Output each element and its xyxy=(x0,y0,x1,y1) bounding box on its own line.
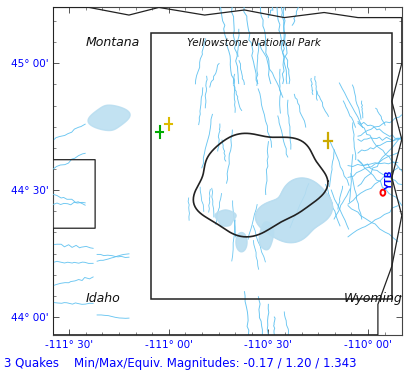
Text: Wyoming: Wyoming xyxy=(343,292,402,305)
Text: YTB: YTB xyxy=(384,171,393,190)
Polygon shape xyxy=(214,210,236,226)
Text: Yellowstone National Park: Yellowstone National Park xyxy=(187,38,321,48)
Polygon shape xyxy=(88,105,130,131)
Polygon shape xyxy=(258,222,273,250)
Polygon shape xyxy=(235,232,247,252)
Text: Idaho: Idaho xyxy=(85,292,119,305)
Text: Montana: Montana xyxy=(85,35,139,48)
Bar xyxy=(151,33,391,299)
Polygon shape xyxy=(255,178,332,243)
Text: 3 Quakes    Min/Max/Equiv. Magnitudes: -0.17 / 1.20 / 1.343: 3 Quakes Min/Max/Equiv. Magnitudes: -0.1… xyxy=(4,357,356,370)
